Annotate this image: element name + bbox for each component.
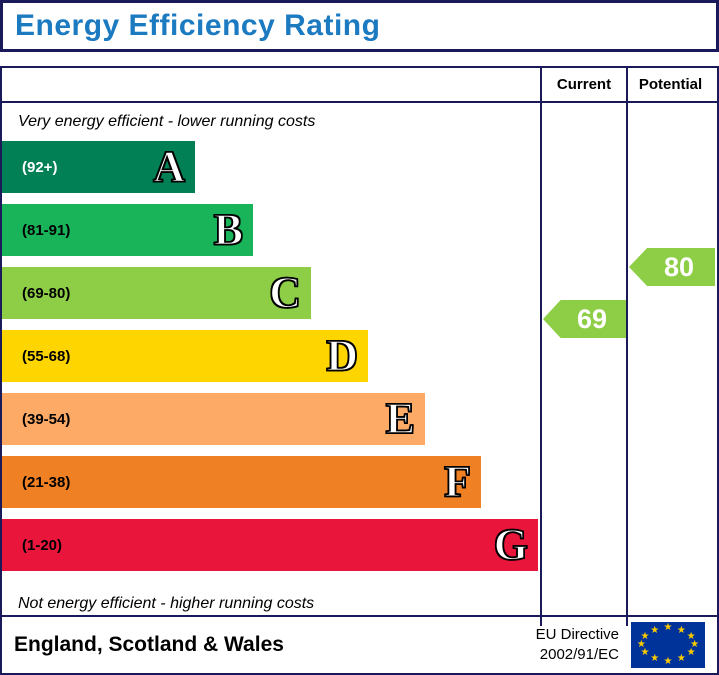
potential-column: 80 xyxy=(626,103,715,626)
region-label: England, Scotland & Wales xyxy=(14,633,284,656)
current-column: 69 xyxy=(540,103,627,626)
page-title: Energy Efficiency Rating xyxy=(15,9,381,42)
band-letter: F xyxy=(443,456,471,507)
band-range-label: (92+) xyxy=(22,158,58,176)
band-a: (92+) A xyxy=(2,141,195,193)
band-g: (1-20) G xyxy=(2,519,538,571)
band-letter: E xyxy=(385,393,416,444)
current-column-header: Current xyxy=(540,68,626,101)
band-range-label: (21-38) xyxy=(22,473,71,491)
footer: England, Scotland & Wales EU Directive 2… xyxy=(0,615,719,675)
top-note: Very energy efficient - lower running co… xyxy=(18,113,316,130)
eu-flag-stars: ★ ★ ★ ★ ★ ★ ★ ★ ★ ★ ★ ★ xyxy=(636,622,700,667)
band-range-label: (69-80) xyxy=(22,284,71,302)
band-range-label: (55-68) xyxy=(22,347,71,365)
band-e: (39-54) E xyxy=(2,393,425,445)
eu-directive-label: EU Directive 2002/91/EC xyxy=(536,625,619,666)
eu-flag: ★ ★ ★ ★ ★ ★ ★ ★ ★ ★ ★ ★ xyxy=(631,622,705,668)
band-range-label: (1-20) xyxy=(22,536,63,554)
potential-rating-arrow: 80 xyxy=(629,248,715,286)
band-range-label: (81-91) xyxy=(22,221,71,239)
band-letter: C xyxy=(268,267,301,318)
band-letter: G xyxy=(493,519,529,570)
band-b: (81-91) B xyxy=(2,204,253,256)
current-rating-value: 69 xyxy=(576,303,608,334)
chart-body: Very energy efficient - lower running co… xyxy=(2,103,717,626)
band-letter: B xyxy=(213,204,244,255)
potential-rating-value: 80 xyxy=(663,251,695,282)
bands-area: Very energy efficient - lower running co… xyxy=(2,103,540,626)
potential-column-header: Potential xyxy=(626,68,713,101)
band-c: (69-80) C xyxy=(2,267,311,319)
eu-directive-line2: 2002/91/EC xyxy=(539,646,619,663)
footer-right: EU Directive 2002/91/EC ★ ★ ★ ★ ★ ★ ★ ★ ★ ★ ★ ★ xyxy=(536,622,705,668)
header-spacer xyxy=(2,68,540,101)
bottom-note: Not energy efficient - higher running co… xyxy=(18,595,315,612)
eu-directive-line1: EU Directive xyxy=(535,625,619,643)
chart-header: Current Potential xyxy=(2,68,717,103)
band-letter: D xyxy=(325,330,358,381)
current-rating-arrow: 69 xyxy=(543,300,627,338)
band-letter: A xyxy=(152,141,185,192)
title-bar: Energy Efficiency Rating xyxy=(0,0,719,52)
band-d: (55-68) D xyxy=(2,330,368,382)
rating-chart: Current Potential Very energy efficient … xyxy=(0,66,719,626)
band-f: (21-38) F xyxy=(2,456,481,508)
band-range-label: (39-54) xyxy=(22,410,71,428)
